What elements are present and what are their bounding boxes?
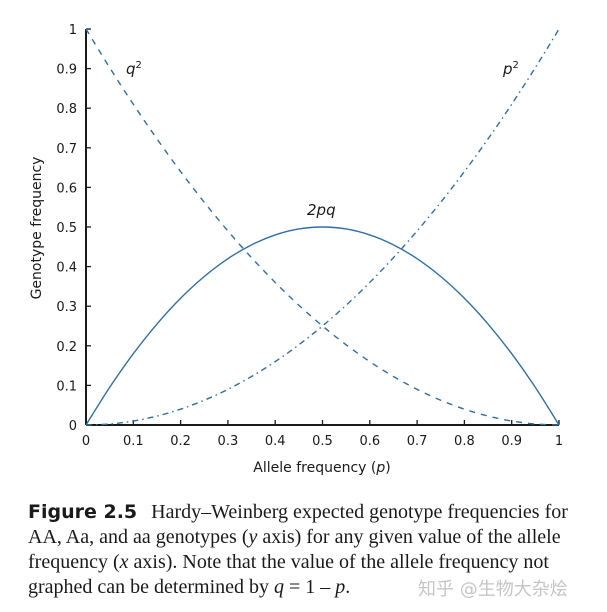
- x-tick-label: 0.2: [170, 434, 191, 449]
- x-tick-label: 0.4: [265, 434, 286, 449]
- y-tick-label: 0.4: [56, 261, 77, 276]
- x-tick-label: 0.1: [123, 434, 144, 449]
- y-tick-label: 0.3: [56, 300, 77, 315]
- x-tick-label: 0.6: [359, 434, 380, 449]
- x-tick-label: 0.5: [312, 434, 333, 449]
- x-tick-label: 0.8: [454, 434, 475, 449]
- q2-label: q2: [126, 60, 142, 78]
- watermark: 知乎 @生物大杂烩: [418, 579, 568, 600]
- figure-number: Figure 2.5: [28, 501, 138, 523]
- y-axis-label: Genotype frequency: [29, 157, 45, 300]
- series-2pq-line: [85, 226, 560, 426]
- y-tick-label: 0: [69, 419, 77, 434]
- series-q2-line: [85, 28, 560, 426]
- axes: 0 0.1 0.2 0.3 0.4 0.5 0.6 0.7 0.8 0.9 1 0 0.1 0.2 0.3 0…: [56, 23, 563, 449]
- 2pq-label: 2pq: [307, 201, 336, 219]
- x-axis-label: Allele frequency (p): [253, 460, 390, 476]
- y-tick-label: 0.8: [56, 102, 77, 117]
- p2-label: p2: [502, 60, 519, 78]
- figure-caption: Figure 2.5 Hardy–Weinberg expected genoty…: [28, 501, 568, 598]
- x-tick-label: 1: [555, 434, 563, 449]
- y-tick-label: 0.6: [56, 181, 77, 196]
- y-tick-label: 0.2: [56, 340, 77, 355]
- y-tick-label: 0.5: [56, 221, 77, 236]
- y-tick-label: 0.7: [56, 142, 77, 157]
- hardy-weinberg-chart: 0 0.1 0.2 0.3 0.4 0.5 0.6 0.7 0.8 0.9 1 0 0.1 0.2 0.3 0…: [29, 23, 563, 476]
- series-p2-line: [85, 28, 560, 426]
- y-tick-label: 1: [69, 23, 77, 38]
- y-tick-label: 0.9: [56, 63, 77, 78]
- x-tick-label: 0.7: [407, 434, 428, 449]
- x-tick-label: 0.3: [218, 434, 239, 449]
- x-tick-label: 0.9: [501, 434, 522, 449]
- y-tick-label: 0.1: [56, 379, 77, 394]
- curves: [85, 28, 560, 426]
- x-tick-label: 0: [82, 434, 90, 449]
